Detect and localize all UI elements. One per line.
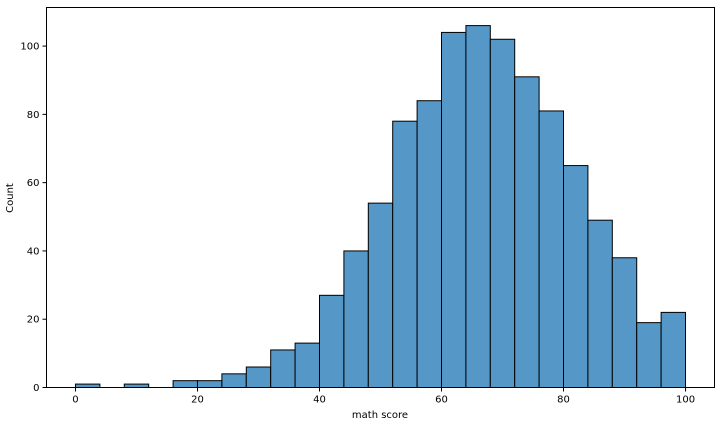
histogram-bar	[416, 100, 443, 388]
histogram-bar	[367, 202, 394, 388]
histogram-bar	[660, 311, 687, 389]
x-tick-label: 20	[191, 395, 204, 406]
histogram-bar	[221, 373, 247, 389]
y-tick-label: 20	[27, 315, 40, 326]
x-tick-label: 60	[435, 395, 448, 406]
histogram-bar	[514, 76, 540, 389]
x-tick-label: 80	[557, 395, 570, 406]
histogram-bar	[270, 349, 296, 389]
y-tick-label: 60	[27, 178, 40, 189]
histogram-bar	[489, 38, 516, 389]
histogram-bar	[587, 219, 613, 388]
y-tick-label: 40	[27, 246, 40, 257]
histogram-bar	[636, 322, 662, 388]
histogram-bar	[441, 31, 467, 388]
y-axis-ticks: 0 20 40 60 80 100	[20, 42, 47, 394]
histogram-bar	[563, 165, 589, 388]
y-tick-label: 80	[27, 110, 40, 121]
histogram-bar	[172, 380, 198, 388]
histogram-bar	[611, 257, 638, 388]
histogram-bar	[196, 380, 223, 388]
x-tick-label: 0	[72, 395, 78, 406]
histogram-bar	[538, 110, 565, 388]
y-tick-label: 0	[33, 383, 39, 394]
histogram-bar	[465, 25, 491, 388]
x-tick-label: 100	[676, 395, 695, 406]
histogram-bar	[294, 342, 320, 388]
histogram-bar	[343, 250, 369, 388]
histogram-bar	[392, 120, 418, 388]
histogram-bar	[245, 366, 272, 389]
x-axis-label: math score	[352, 410, 408, 421]
histogram-bar	[123, 383, 150, 389]
histogram-bar	[318, 294, 345, 388]
y-tick-label: 100	[20, 42, 39, 53]
x-axis-ticks: 0 20 40 60 80 100	[72, 387, 695, 406]
y-axis-label: Count	[5, 183, 16, 213]
histogram-bar	[74, 383, 101, 389]
plot-frame	[46, 7, 715, 388]
histogram-bars	[74, 25, 687, 389]
x-tick-label: 40	[313, 395, 326, 406]
